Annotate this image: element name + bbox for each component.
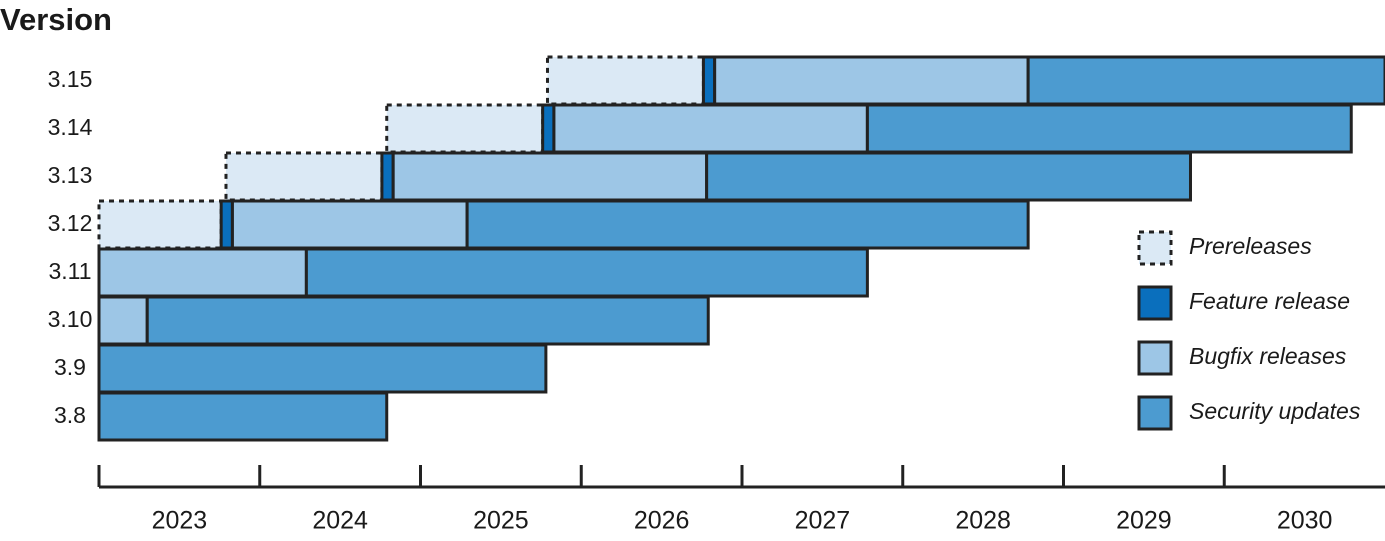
phase-bar (701, 55, 717, 106)
phase-bar (97, 295, 149, 346)
phase-bar (304, 247, 869, 298)
legend-swatch (1137, 230, 1173, 266)
x-tick-label: 2025 (473, 507, 529, 535)
y-tick-label: 3.14 (48, 114, 93, 140)
x-tick-label: 2026 (634, 507, 690, 535)
phase-bar (713, 55, 1030, 106)
phase-bar (465, 199, 1030, 250)
phase-bar (97, 247, 308, 298)
legend-swatch (1137, 340, 1173, 376)
y-tick-label: 3.15 (48, 66, 93, 92)
y-axis-title: Version (0, 2, 112, 37)
legend-label: Bugfix releases (1189, 343, 1347, 369)
legend-label: Security updates (1189, 398, 1361, 424)
phase-bar (145, 295, 710, 346)
phase-bar (545, 55, 705, 106)
y-tick-label: 3.9 (54, 354, 86, 380)
phase-bar (865, 103, 1353, 154)
phase-bar (541, 103, 556, 154)
phase-bar (219, 199, 234, 250)
x-tick-label: 2027 (795, 507, 851, 535)
legend-swatch (1137, 285, 1173, 321)
x-tick-label: 2024 (312, 507, 368, 535)
phase-bar (224, 151, 384, 202)
x-tick-label: 2028 (955, 507, 1011, 535)
x-tick-label: 2023 (152, 507, 208, 535)
y-tick-label: 3.13 (48, 162, 93, 188)
phase-bar (705, 151, 1192, 202)
phase-bar (97, 343, 548, 394)
phase-bar (1026, 55, 1385, 106)
legend-label: Prereleases (1189, 233, 1312, 259)
phase-bar (552, 103, 869, 154)
x-tick-label: 2029 (1116, 507, 1172, 535)
legend-swatch (1137, 395, 1173, 431)
phase-bar (380, 151, 395, 202)
y-tick-label: 3.8 (54, 402, 86, 428)
phase-bar (385, 103, 545, 154)
legend-label: Feature release (1189, 288, 1350, 314)
y-tick-label: 3.12 (48, 210, 93, 236)
y-tick-label: 3.11 (48, 258, 91, 284)
phase-bar (230, 199, 469, 250)
phase-bar (391, 151, 709, 202)
x-tick-label: 2030 (1277, 507, 1333, 535)
phase-bar (97, 199, 223, 250)
y-tick-label: 3.10 (48, 306, 93, 332)
phase-bar (97, 391, 389, 442)
